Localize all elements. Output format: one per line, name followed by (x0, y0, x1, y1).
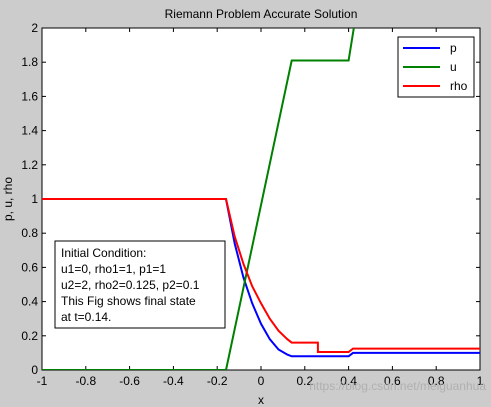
y-tick-label: 1.6 (21, 89, 38, 103)
x-tick-label: 0.2 (296, 374, 313, 388)
annotation-box: Initial Condition: u1=0, rho1=1, p1=1 u2… (54, 240, 226, 329)
y-tick-label: 1.2 (21, 158, 38, 172)
x-tick-label: 1 (477, 374, 484, 388)
annotation-line-2: u1=0, rho1=1, p1=1 (61, 262, 166, 276)
y-tick-label: 0.8 (21, 226, 38, 240)
legend-label-rho: rho (450, 79, 468, 93)
annotation-line-3: u2=2, rho2=0.125, p2=0.1 (61, 278, 200, 292)
x-tick-label: 0.8 (428, 374, 445, 388)
series-line-p (42, 198, 480, 358)
x-tick-label: -0.2 (207, 374, 228, 388)
y-axis: 0 0.2 0.4 0.6 0.8 1 1.2 1.4 1.6 1.8 2 (21, 21, 480, 377)
series-line-u (42, 28, 355, 370)
series-line-rho (42, 198, 480, 353)
x-tick-label: -0.6 (119, 374, 140, 388)
annotation-line-1: Initial Condition: (61, 246, 146, 260)
x-tick-label: 0.6 (384, 374, 401, 388)
y-tick-label: 1.4 (21, 124, 38, 138)
legend: p u rho (397, 36, 475, 98)
x-axis: -1 -0.8 -0.6 -0.4 -0.2 0 0.2 0.4 0.6 0.8 1 (37, 28, 484, 388)
annotation-line-5: at t=0.14. (61, 310, 111, 324)
y-tick-label: 1 (31, 192, 38, 206)
y-tick-label: 2 (31, 21, 38, 35)
watermark: https://blog.csdn.net/meiguanhua (309, 379, 486, 393)
x-tick-label: -0.8 (75, 374, 96, 388)
annotation-line-4: This Fig shows final state (61, 294, 196, 308)
y-tick-label: 0.6 (21, 260, 38, 274)
y-axis-label: p, u, rho (1, 177, 15, 221)
x-tick-label: -1 (37, 374, 48, 388)
x-tick-label: 0.4 (340, 374, 357, 388)
legend-label-u: u (450, 60, 457, 74)
y-tick-label: 1.8 (21, 55, 38, 69)
x-tick-label: 0 (258, 374, 265, 388)
x-tick-label: -0.4 (163, 374, 184, 388)
legend-label-p: p (450, 41, 457, 55)
y-tick-label: 0 (31, 363, 38, 377)
y-tick-label: 0.2 (21, 329, 38, 343)
y-tick-label: 0.4 (21, 295, 38, 309)
x-axis-label: x (258, 393, 264, 407)
series-lines (42, 28, 480, 370)
chart-title: Riemann Problem Accurate Solution (165, 7, 358, 21)
